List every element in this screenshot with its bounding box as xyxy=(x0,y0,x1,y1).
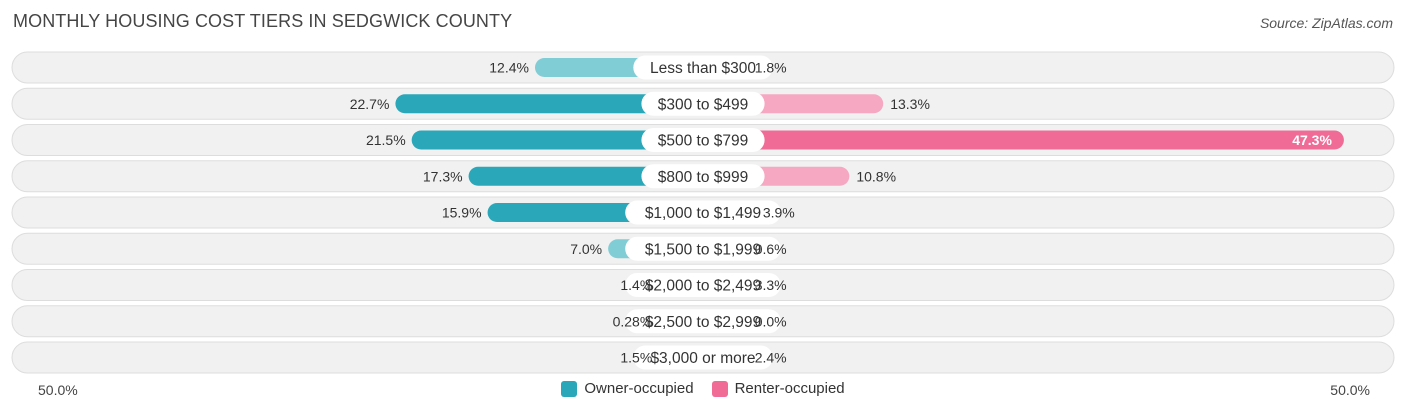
legend-item-renter: Renter-occupied xyxy=(711,380,845,397)
legend-label-owner: Owner-occupied xyxy=(584,380,694,397)
owner-value-label: 12.4% xyxy=(489,60,529,76)
category-pill xyxy=(633,55,773,80)
owner-bar xyxy=(395,94,703,114)
legend-swatch-owner xyxy=(561,380,578,397)
owner-value-label: 15.9% xyxy=(442,205,482,221)
owner-value-label: 0.28% xyxy=(613,313,653,329)
axis-right-label: 50.0% xyxy=(1330,382,1370,398)
owner-value-label: 21.5% xyxy=(366,132,406,148)
category-label: $2,500 to $2,999 xyxy=(645,314,761,331)
category-label: $1,500 to $1,999 xyxy=(645,241,761,258)
renter-value-label: 1.8% xyxy=(755,60,787,76)
category-label: $300 to $499 xyxy=(658,96,749,113)
renter-value-label: 3.3% xyxy=(755,277,787,293)
owner-value-label: 1.5% xyxy=(620,350,652,366)
owner-value-label: 7.0% xyxy=(570,241,602,257)
category-pill xyxy=(641,128,765,152)
category-pill xyxy=(641,91,765,116)
renter-value-label: 47.3% xyxy=(1292,132,1332,148)
renter-bar xyxy=(703,130,1344,150)
legend-item-owner: Owner-occupied xyxy=(561,380,694,397)
category-pill xyxy=(625,236,781,261)
renter-value-label: 3.9% xyxy=(763,205,795,221)
category-label: $2,000 to $2,499 xyxy=(645,278,761,295)
category-label: $500 to $799 xyxy=(658,133,749,150)
renter-value-label: 2.4% xyxy=(755,350,787,366)
category-label: $1,000 to $1,499 xyxy=(645,205,761,222)
category-label: Less than $300 xyxy=(650,60,756,77)
axis-left-label: 50.0% xyxy=(38,382,78,398)
source-label: Source: ZipAtlas.com xyxy=(1259,15,1393,31)
owner-bar xyxy=(411,130,703,150)
category-label: $3,000 or more xyxy=(650,350,755,367)
category-pill xyxy=(625,200,781,225)
chart-svg: Less than $300 12.4% 1.8% $300 to $499 22.7%… xyxy=(11,51,1395,374)
renter-value-label: 13.3% xyxy=(890,96,930,112)
category-pill xyxy=(625,273,781,297)
category-label: $800 to $999 xyxy=(658,169,749,186)
legend: Owner-occupied Renter-occupied xyxy=(0,380,1406,397)
chart-title: MONTHLY HOUSING COST TIERS IN SEDGWICK C… xyxy=(13,11,513,31)
renter-value-label: 10.8% xyxy=(856,168,896,184)
category-pill xyxy=(633,345,773,370)
category-pill xyxy=(641,164,765,189)
category-pill xyxy=(625,309,781,334)
renter-value-label: 0.6% xyxy=(755,241,787,257)
legend-swatch-renter xyxy=(711,380,728,397)
owner-value-label: 22.7% xyxy=(350,96,390,112)
legend-label-renter: Renter-occupied xyxy=(734,380,845,397)
renter-value-label: 0.0% xyxy=(755,313,787,329)
owner-value-label: 1.4% xyxy=(620,277,652,293)
owner-value-label: 17.3% xyxy=(423,168,463,184)
